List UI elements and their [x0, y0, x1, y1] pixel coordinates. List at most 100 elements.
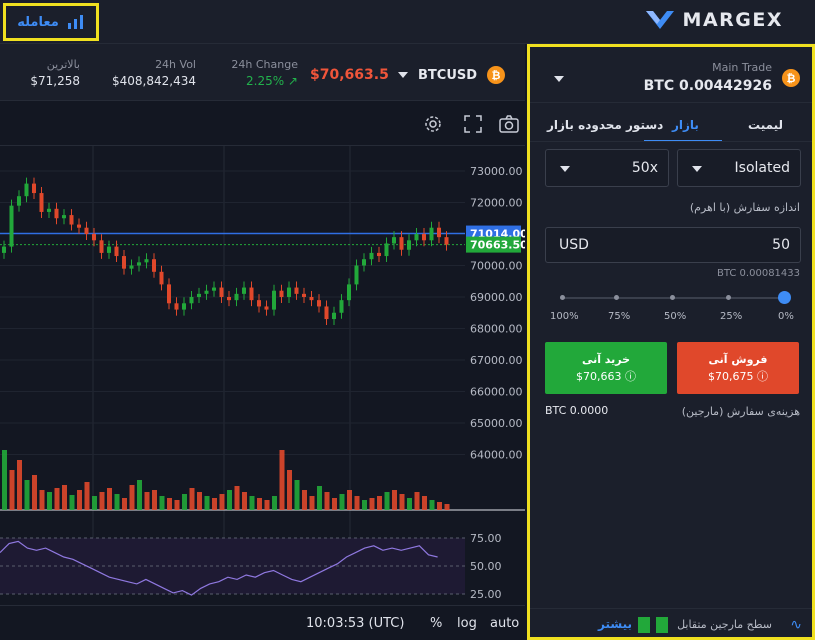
candle	[204, 290, 209, 294]
bitcoin-icon: ₿	[782, 69, 800, 87]
trade-tab[interactable]: معامله	[3, 3, 99, 41]
slider-step	[614, 295, 619, 300]
candle	[2, 246, 6, 253]
rsi-tick-label: 50.00	[470, 560, 502, 573]
buy-button[interactable]: خرید آنی $70,663 ⓘ	[545, 342, 667, 394]
chevron-down-icon	[554, 76, 564, 82]
tab-market[interactable]: بازار	[672, 118, 699, 132]
volume-bar	[9, 470, 15, 510]
margin-mode-value: Isolated	[734, 160, 790, 176]
chart-area[interactable]: 73000.00 72000.00 70000.00 69000.00 68000.00…	[0, 101, 525, 640]
slider-label: 50%	[664, 311, 687, 322]
auto-toggle[interactable]: auto	[490, 616, 520, 631]
volume-bar	[204, 496, 210, 510]
volume-bar	[129, 485, 135, 510]
volume-bar	[272, 496, 277, 510]
price-tick-label: 65000.00	[470, 417, 523, 430]
slider-label: 0%	[778, 311, 794, 322]
rsi-line	[0, 540, 438, 596]
camera-icon[interactable]	[498, 113, 520, 135]
volume-bar	[227, 490, 232, 510]
pair-selector[interactable]: BTCUSD ₿	[398, 66, 506, 84]
pair-name: BTCUSD	[418, 67, 478, 83]
volume-bar	[287, 470, 292, 510]
slider-step	[670, 295, 675, 300]
brand-name: MARGEX	[682, 9, 783, 31]
last-price: $70,663.5	[310, 67, 389, 83]
candle	[377, 252, 381, 257]
price-marker-green-label: 70663.50	[470, 239, 525, 252]
volume-bar	[69, 495, 75, 510]
price-tick-label: 68000.00	[470, 323, 523, 336]
trade-tab-label: معامله	[17, 14, 59, 30]
price-tick-label: 67000.00	[470, 354, 523, 367]
price-tick-label: 64000.00	[470, 449, 523, 462]
order-size-label: اندازه سفارش (با اهرم)	[689, 201, 800, 214]
settings-icon[interactable]	[422, 113, 444, 135]
volume-bar	[77, 490, 82, 510]
percent-toggle[interactable]: %	[430, 616, 443, 631]
volume-bar	[144, 492, 150, 510]
candle	[182, 303, 186, 310]
candle	[317, 300, 321, 307]
change-value: 2.25% ↗	[246, 74, 298, 88]
candle	[437, 227, 441, 238]
candle	[122, 256, 126, 269]
volume-bar	[212, 498, 217, 510]
price-tick-label: 73000.00	[470, 165, 523, 178]
volume-bar	[414, 492, 420, 510]
volume-bar	[2, 450, 7, 510]
rsi-tick-label: 75.00	[470, 532, 502, 545]
volume-bar	[279, 450, 285, 510]
candle	[309, 297, 314, 301]
leverage-value: 50x	[631, 160, 658, 176]
candle	[354, 265, 359, 285]
log-toggle[interactable]: log	[457, 616, 477, 631]
slider-label: 100%	[550, 311, 579, 322]
volume-bar	[159, 496, 165, 510]
candle	[324, 306, 329, 320]
candle	[392, 237, 396, 244]
volume-bar	[257, 498, 262, 510]
volume-bar	[242, 492, 247, 510]
candle	[197, 293, 201, 297]
volume-bar	[294, 480, 300, 510]
margex-logo[interactable]: MARGEX	[645, 8, 783, 32]
candle	[279, 290, 284, 297]
more-link[interactable]: بیشتر	[598, 617, 632, 631]
currency-label: USD	[559, 237, 589, 253]
chevron-down-icon	[692, 166, 702, 172]
rsi-tick-label: 25.00	[470, 588, 502, 601]
candle	[92, 234, 96, 241]
volume-bar	[384, 492, 390, 510]
candle	[114, 246, 119, 257]
price-chart[interactable]: 73000.00 72000.00 70000.00 69000.00 68000.00…	[0, 146, 525, 605]
sell-button[interactable]: فروش آنی $70,675 ⓘ	[677, 342, 799, 394]
buy-price: $70,663 ⓘ	[576, 370, 636, 383]
tab-stop-market[interactable]: دستور محدوده بازار	[547, 118, 664, 132]
fullscreen-icon[interactable]	[462, 113, 484, 135]
change-stat: 24h Change 2.25% ↗	[228, 58, 298, 88]
account-selector[interactable]: Main Trade BTC 0.00442926 ₿	[530, 47, 812, 103]
candle	[24, 183, 29, 197]
leverage-select[interactable]: 50x	[545, 149, 669, 187]
tab-limit[interactable]: لیمیت	[748, 118, 784, 132]
order-size-input[interactable]: USD 50	[545, 227, 801, 263]
volume-bar	[339, 494, 345, 510]
volume-bar	[137, 480, 142, 510]
candle	[429, 227, 434, 241]
slider-handle[interactable]	[778, 291, 791, 304]
volume-bar	[167, 498, 172, 510]
volume-bar	[399, 494, 405, 510]
candle	[62, 215, 66, 219]
candle	[287, 287, 291, 297]
volume-bar	[54, 488, 60, 510]
size-slider[interactable]	[560, 291, 791, 304]
slider-label: 25%	[720, 311, 743, 322]
volume-bar	[234, 486, 240, 510]
candle	[444, 237, 449, 245]
candle	[399, 237, 404, 250]
chart-toolbar	[0, 101, 525, 146]
margin-mode-select[interactable]: Isolated	[677, 149, 801, 187]
margin-level-segment	[638, 617, 650, 633]
